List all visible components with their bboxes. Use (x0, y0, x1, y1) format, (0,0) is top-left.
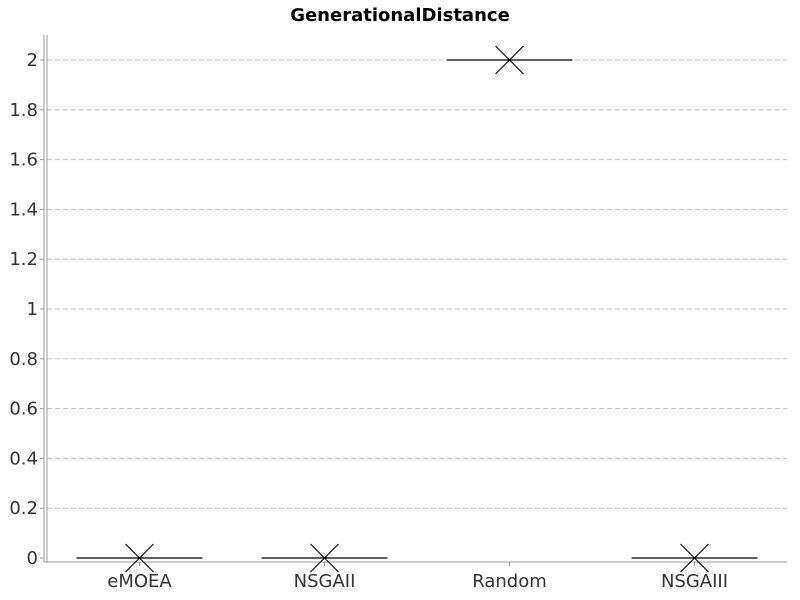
y-tick-label: 1 (27, 299, 38, 320)
y-tick-label: 1.8 (9, 100, 38, 121)
y-tick-label: 1.4 (9, 199, 38, 220)
plot-area (76, 45, 758, 573)
mean-marker (680, 543, 709, 573)
x-tick-label: NSGAII (294, 571, 356, 592)
mean-marker (310, 543, 339, 573)
y-tick-label: 0.6 (9, 399, 38, 420)
x-tick-label: Random (472, 571, 547, 592)
y-tick-label: 2 (27, 50, 38, 71)
y-tick-label: 0.2 (9, 498, 38, 519)
axes: 0 0.2 0.4 0.6 0.8 1 1.2 1.4 1.6 1.8 2 eMOEA NSGAII Ra… (9, 35, 787, 592)
y-tick-label: 0 (27, 548, 38, 569)
grid (47, 59, 787, 509)
y-tick-label: 0.4 (9, 448, 38, 469)
x-tick-label: NSGAIII (661, 571, 728, 592)
y-tick-label: 1.2 (9, 249, 38, 270)
mean-marker (495, 45, 524, 75)
chart-title: GenerationalDistance (290, 5, 510, 26)
y-tick-label: 0.8 (9, 349, 38, 370)
mean-marker (125, 543, 154, 573)
y-tick-label: 1.6 (9, 150, 38, 171)
x-tick-label: eMOEA (107, 571, 172, 592)
